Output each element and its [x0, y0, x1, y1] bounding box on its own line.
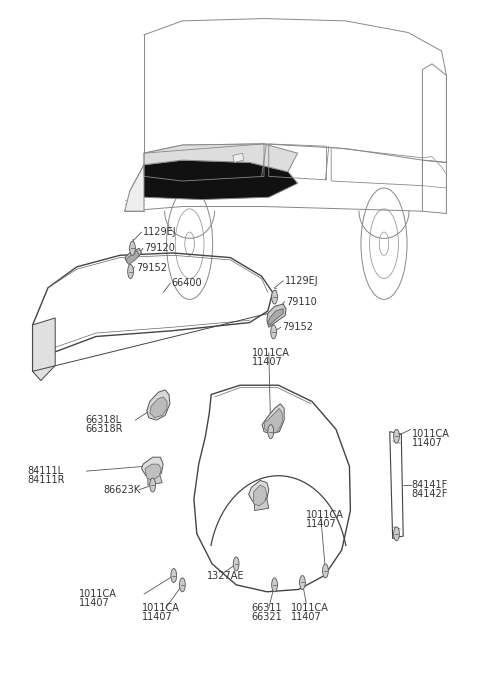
Polygon shape [254, 499, 269, 511]
Text: 84111R: 84111R [28, 475, 65, 485]
Polygon shape [144, 144, 298, 172]
Text: 79152: 79152 [136, 263, 167, 273]
Text: 11407: 11407 [142, 612, 173, 623]
Circle shape [271, 325, 276, 339]
Text: 66311: 66311 [252, 603, 282, 613]
Text: 86623K: 86623K [104, 485, 141, 495]
Circle shape [300, 575, 305, 590]
Text: 66318R: 66318R [85, 425, 123, 434]
Text: 11407: 11407 [291, 612, 322, 623]
Text: 1011CA: 1011CA [252, 348, 289, 358]
Text: 66321: 66321 [252, 612, 282, 623]
Text: 66318L: 66318L [85, 415, 121, 425]
Text: 79152: 79152 [282, 322, 313, 332]
Polygon shape [142, 457, 163, 478]
Circle shape [180, 578, 185, 592]
Polygon shape [233, 153, 244, 162]
Text: 1129EJ: 1129EJ [143, 227, 177, 237]
Polygon shape [253, 485, 267, 506]
Text: 1011CA: 1011CA [306, 510, 344, 520]
Text: 1129EJ: 1129EJ [285, 276, 318, 286]
Text: 11407: 11407 [306, 520, 337, 530]
Polygon shape [33, 318, 55, 381]
Polygon shape [150, 397, 167, 418]
Polygon shape [125, 165, 144, 211]
Polygon shape [249, 481, 269, 503]
Text: 84141F: 84141F [412, 480, 448, 490]
Text: 84142F: 84142F [412, 489, 448, 499]
Circle shape [130, 242, 135, 255]
Text: 11407: 11407 [412, 438, 443, 448]
Circle shape [171, 569, 177, 583]
Polygon shape [145, 464, 161, 481]
Text: 1327AE: 1327AE [207, 571, 245, 581]
Circle shape [323, 564, 328, 578]
Polygon shape [147, 390, 170, 420]
Circle shape [272, 290, 277, 304]
Text: 1011CA: 1011CA [79, 589, 117, 599]
Polygon shape [268, 309, 283, 325]
Polygon shape [148, 473, 162, 485]
Text: 1011CA: 1011CA [291, 603, 329, 613]
Text: 79110: 79110 [286, 297, 317, 307]
Text: 11407: 11407 [252, 357, 282, 367]
Circle shape [394, 527, 399, 540]
Circle shape [272, 578, 277, 592]
Text: 1011CA: 1011CA [412, 429, 450, 439]
Circle shape [268, 425, 274, 439]
Polygon shape [130, 160, 298, 200]
Circle shape [150, 478, 156, 492]
Polygon shape [125, 248, 142, 262]
Circle shape [128, 264, 133, 279]
Polygon shape [267, 304, 286, 327]
Text: 66400: 66400 [172, 278, 203, 288]
Text: 84111L: 84111L [28, 466, 64, 476]
Text: 79120: 79120 [144, 244, 175, 253]
Text: 1011CA: 1011CA [142, 603, 180, 613]
Text: 11407: 11407 [79, 598, 110, 608]
Circle shape [394, 429, 399, 444]
Polygon shape [126, 250, 139, 264]
Polygon shape [262, 404, 284, 434]
Polygon shape [264, 409, 282, 434]
Circle shape [233, 557, 239, 571]
